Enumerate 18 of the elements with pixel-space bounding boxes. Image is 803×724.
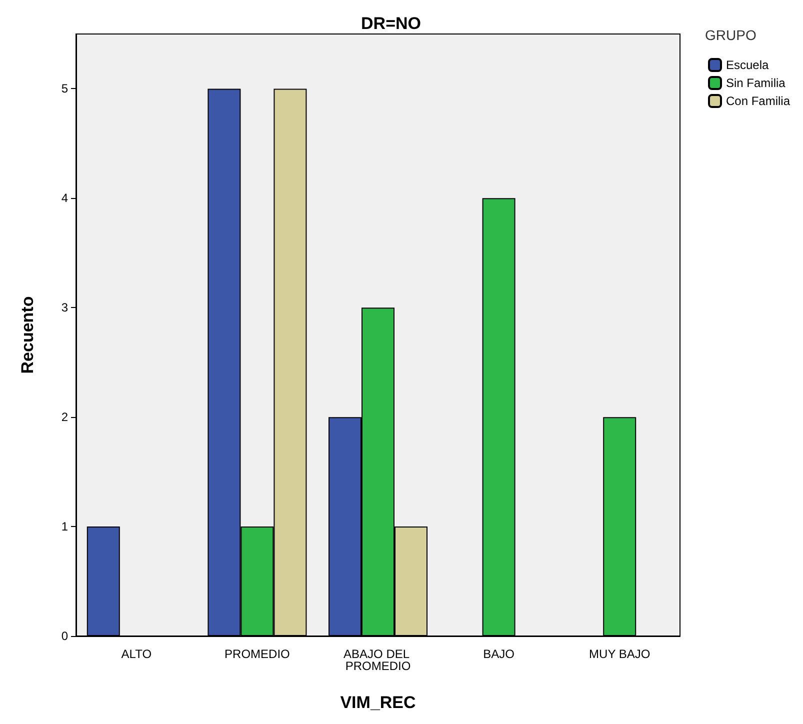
legend-label: Sin Familia bbox=[726, 76, 786, 90]
y-tick-label: 3 bbox=[61, 300, 68, 315]
x-tick-label: PROMEDIO bbox=[224, 647, 290, 661]
x-tick-label: ALTO bbox=[121, 647, 152, 661]
legend-label: Escuela bbox=[726, 58, 770, 72]
legend-title: GRUPO bbox=[705, 27, 756, 43]
x-tick-label: BAJO bbox=[483, 647, 514, 661]
y-tick-label: 1 bbox=[61, 520, 68, 534]
y-tick-label: 0 bbox=[61, 629, 68, 643]
y-tick-label: 4 bbox=[61, 191, 68, 206]
y-tick-label: 2 bbox=[61, 410, 68, 424]
x-tick-label: ABAJO DEL PROMEDIO bbox=[344, 647, 412, 673]
legend-label: Con Familia bbox=[726, 94, 790, 108]
x-axis-title: VIM_REC bbox=[340, 693, 416, 712]
y-axis-title: Recuento bbox=[18, 296, 37, 374]
chart-title: DR=NO bbox=[361, 14, 421, 33]
x-tick-label: MUY BAJO bbox=[589, 647, 650, 661]
y-tick-label: 5 bbox=[61, 82, 68, 96]
